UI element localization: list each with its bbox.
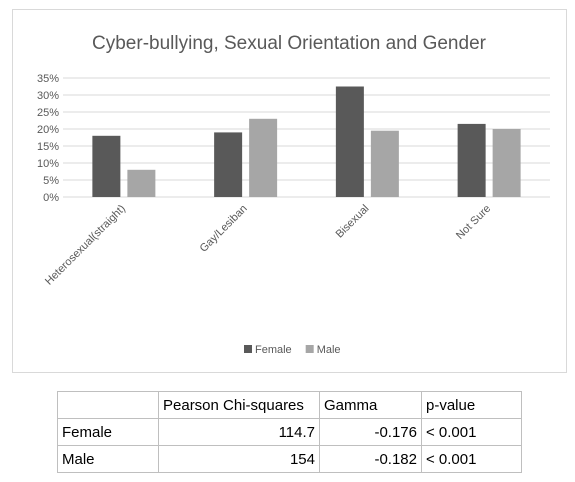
- bar-male: [492, 129, 521, 197]
- y-tick-label: 15%: [37, 141, 59, 153]
- table-header-cell: Gamma: [319, 391, 422, 419]
- bar-male: [249, 118, 278, 197]
- legend-swatch-female: [244, 345, 252, 353]
- legend: Female Male: [244, 344, 341, 356]
- legend-swatch-male: [305, 345, 314, 353]
- table-header-cell: Pearson Chi-squares: [158, 391, 320, 419]
- statistics-table: Pearson Chi-squares Gamma p-value Female…: [57, 391, 522, 473]
- x-tick-label: Bisexual: [334, 203, 372, 241]
- bar-female: [214, 132, 243, 197]
- table-header-cell: [57, 391, 159, 419]
- table-cell: < 0.001: [421, 418, 522, 446]
- table-header-cell: p-value: [421, 391, 522, 419]
- table-header-row: Pearson Chi-squares Gamma p-value: [57, 391, 522, 419]
- y-tick-label: 10%: [37, 158, 59, 170]
- legend-label: Male: [317, 344, 341, 356]
- y-axis-ticks: 0% 5% 10% 15% 20% 25% 30% 35%: [37, 73, 59, 204]
- table-row: Male 154 -0.182 < 0.001: [57, 445, 522, 473]
- bar-male: [370, 130, 399, 197]
- bar-female: [92, 135, 121, 197]
- y-tick-label: 20%: [37, 124, 59, 136]
- table-cell: 114.7: [158, 418, 320, 446]
- bar-female: [457, 123, 486, 197]
- y-tick-label: 25%: [37, 107, 59, 119]
- y-tick-label: 30%: [37, 90, 59, 102]
- y-tick-label: 35%: [37, 73, 59, 85]
- bars: [92, 86, 521, 197]
- table-cell: -0.176: [319, 418, 422, 446]
- chart-frame: Cyber-bullying, Sexual Orientation and G…: [12, 9, 567, 373]
- x-axis-ticks: Heterosexual(straight) Gay/Lesiban Bisexua…: [43, 203, 493, 288]
- x-tick-label: Not Sure: [454, 203, 493, 242]
- table-cell: -0.182: [319, 445, 422, 473]
- table-row: Female 114.7 -0.176 < 0.001: [57, 418, 522, 446]
- table-row-label: Male: [57, 445, 159, 473]
- chart-title: Cyber-bullying, Sexual Orientation and G…: [92, 33, 487, 54]
- table-cell: 154: [158, 445, 320, 473]
- table-cell: < 0.001: [421, 445, 522, 473]
- x-tick-label: Heterosexual(straight): [43, 203, 128, 288]
- bar-female: [335, 86, 364, 197]
- legend-label: Female: [255, 344, 292, 356]
- bar-male: [127, 169, 156, 197]
- y-tick-label: 5%: [43, 175, 59, 187]
- table-row-label: Female: [57, 418, 159, 446]
- x-tick-label: Gay/Lesiban: [198, 203, 250, 255]
- bar-chart: Cyber-bullying, Sexual Orientation and G…: [37, 33, 550, 356]
- y-tick-label: 0%: [43, 192, 59, 204]
